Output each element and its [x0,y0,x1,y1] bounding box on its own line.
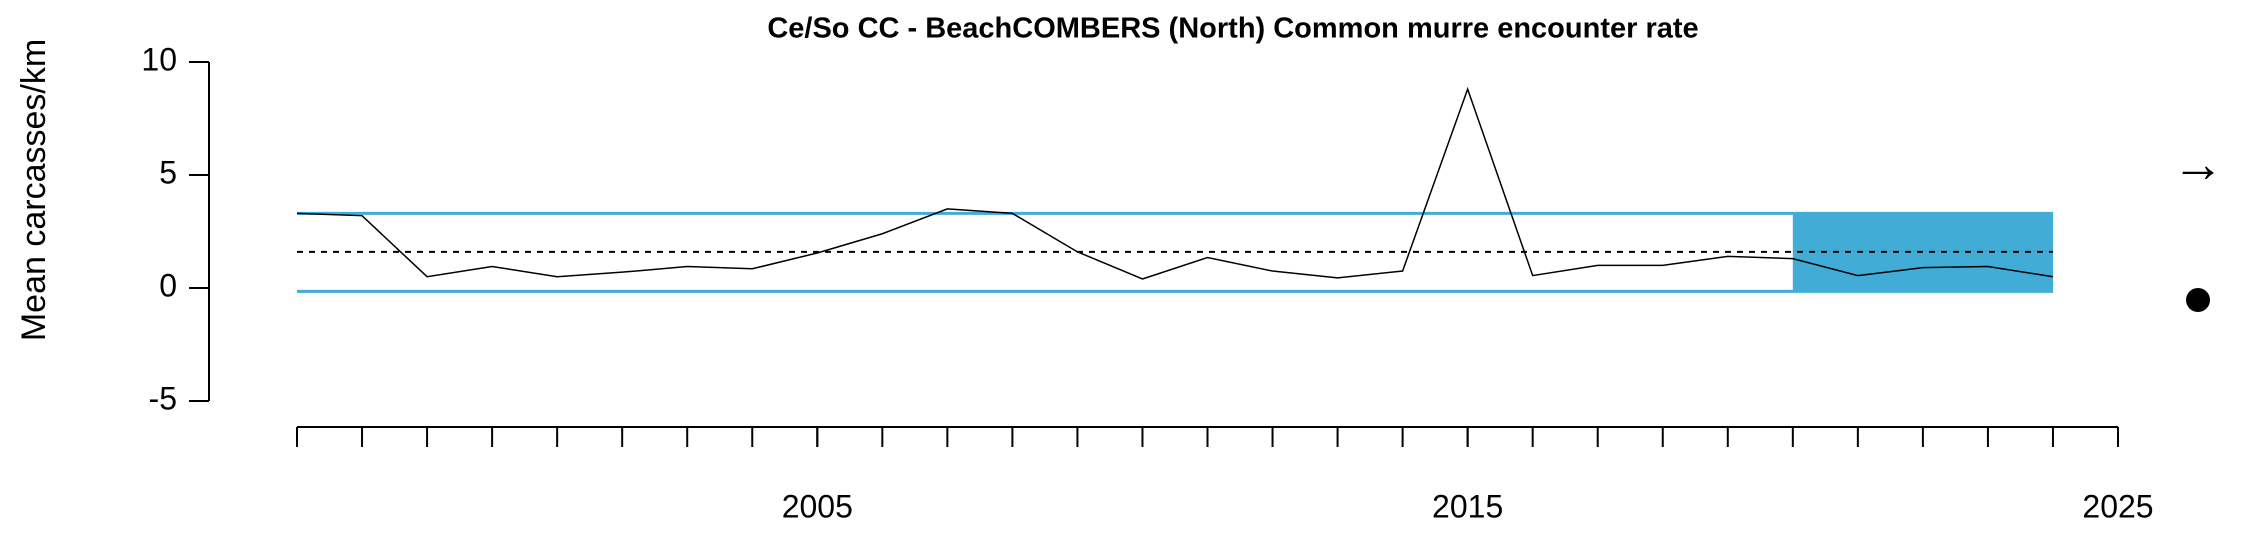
x-tick-label: 2005 [782,488,853,524]
x-tick-label: 2025 [2082,488,2153,524]
y-tick-label: 10 [141,41,177,77]
chart-title: Ce/So CC - BeachCOMBERS (North) Common m… [767,13,1698,45]
y-tick-label: 5 [159,154,177,190]
x-tick-label: 2015 [1432,488,1503,524]
y-tick-label: -5 [149,380,177,416]
y-axis-label: Mean carcasses/km [15,39,53,341]
status-dot [2186,288,2210,312]
y-tick-label: 0 [159,267,177,303]
trend-symbol: → [2172,136,2224,194]
data-line [296,86,2054,280]
